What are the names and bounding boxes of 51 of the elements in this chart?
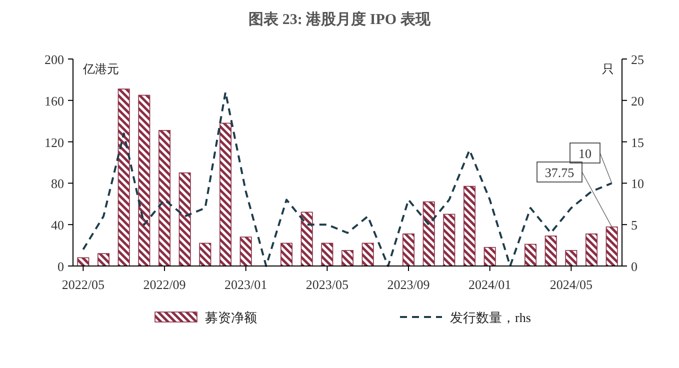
line-series bbox=[82, 91, 613, 267]
x-tick-label: 2023/09 bbox=[387, 277, 430, 292]
y-tick-label: 200 bbox=[44, 52, 64, 67]
bar bbox=[321, 242, 334, 266]
y2-axis-title: 只 bbox=[602, 62, 614, 76]
y-axis-title: 亿港元 bbox=[82, 62, 119, 76]
y2-tick-label: 20 bbox=[631, 93, 644, 108]
x-tick-label: 2024/01 bbox=[468, 277, 512, 292]
bar bbox=[586, 234, 598, 266]
y-tick-label: 120 bbox=[44, 134, 64, 150]
legend-label: 募资净额 bbox=[205, 310, 257, 325]
y-tick-label: 40 bbox=[51, 218, 64, 233]
y2-tick-label: 10 bbox=[631, 176, 644, 192]
x-tick-label: 2022/09 bbox=[143, 277, 186, 292]
bar bbox=[138, 94, 150, 266]
y-tick-label: 80 bbox=[51, 176, 64, 192]
bar bbox=[606, 226, 618, 266]
y2-tick-label: 0 bbox=[631, 259, 638, 274]
bar bbox=[422, 201, 435, 266]
y-tick-label: 160 bbox=[44, 93, 64, 108]
x-tick-label: 2023/05 bbox=[306, 277, 348, 292]
x-tick-label: 2023/01 bbox=[224, 277, 268, 292]
bar bbox=[342, 250, 354, 266]
bar bbox=[118, 88, 130, 266]
data-label: 10 bbox=[578, 146, 592, 161]
x-tick-label: 2022/05 bbox=[62, 277, 104, 292]
bar bbox=[544, 236, 557, 266]
chart-title: 图表 23: 港股月度 IPO 表现 bbox=[248, 10, 432, 28]
y2-tick-label: 5 bbox=[631, 218, 638, 233]
bar bbox=[402, 234, 414, 266]
bar bbox=[158, 130, 170, 266]
bar bbox=[178, 172, 191, 266]
bar bbox=[240, 236, 252, 266]
bar bbox=[300, 212, 313, 266]
bar bbox=[484, 246, 496, 266]
bar bbox=[524, 244, 536, 266]
y2-tick-label: 25 bbox=[631, 52, 644, 67]
bar bbox=[220, 122, 232, 266]
bar bbox=[565, 250, 578, 266]
bar bbox=[98, 253, 110, 266]
bar bbox=[464, 186, 476, 266]
value-label: 37.75 bbox=[536, 162, 612, 228]
x-tick-label: 2024/05 bbox=[550, 277, 592, 292]
bar bbox=[443, 214, 456, 266]
y-tick-label: 0 bbox=[58, 259, 64, 274]
y2-tick-label: 15 bbox=[631, 134, 644, 150]
data-label: 37.75 bbox=[544, 165, 574, 180]
legend-label: 发行数量，rhs bbox=[450, 310, 531, 325]
bar bbox=[362, 242, 374, 266]
bar bbox=[199, 242, 212, 266]
bar bbox=[280, 242, 292, 266]
